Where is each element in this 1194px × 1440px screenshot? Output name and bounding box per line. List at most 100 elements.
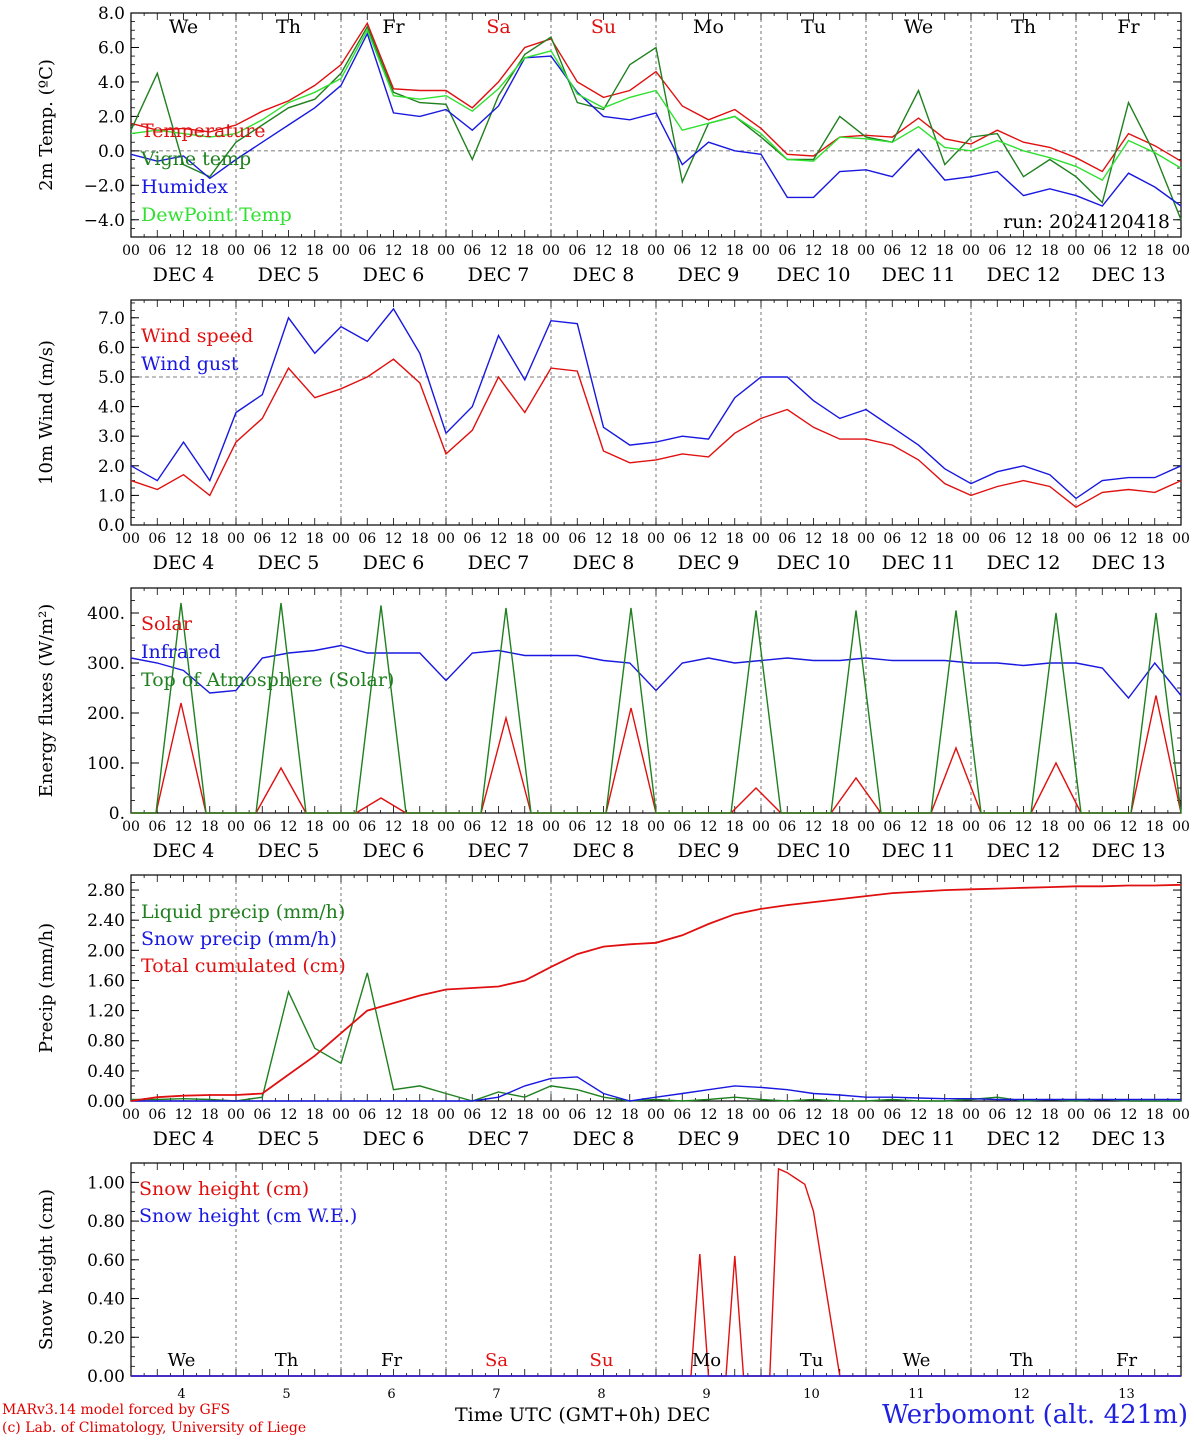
weekday-label: Th	[1010, 1350, 1034, 1371]
date-label: DEC 12	[987, 552, 1061, 574]
date-label: DEC 4	[153, 1128, 215, 1150]
y-tick-label: 2.0	[98, 107, 125, 127]
weekday-label: We	[903, 1350, 931, 1371]
hour-label: 18	[201, 819, 219, 835]
hour-label: 00	[227, 1107, 245, 1123]
hour-label: 18	[1146, 531, 1164, 547]
hour-label: 00	[857, 243, 875, 259]
hour-label: 18	[516, 531, 534, 547]
hour-label: 12	[280, 531, 298, 547]
day-number-label: 5	[282, 1387, 290, 1402]
hour-label: 00	[332, 819, 350, 835]
series-line	[131, 972, 1181, 1102]
hour-label: 00	[857, 1107, 875, 1123]
hour-label: 12	[1120, 531, 1138, 547]
hour-label: 00	[857, 531, 875, 547]
hour-label: 12	[700, 243, 718, 259]
panel-frame	[130, 299, 1182, 526]
hour-label: 12	[910, 531, 928, 547]
date-label: DEC 4	[153, 552, 215, 574]
date-label: DEC 4	[153, 840, 215, 862]
hour-label: 12	[910, 819, 928, 835]
date-label: DEC 6	[363, 1128, 425, 1150]
hour-label: 06	[358, 243, 376, 259]
y-tick-label: 4.0	[98, 73, 125, 93]
y-tick-label: 2.80	[87, 881, 125, 901]
y-axis-label: 10m Wind (m/s)	[36, 340, 57, 485]
hour-label: 06	[463, 531, 481, 547]
hour-label: 18	[411, 819, 429, 835]
hour-label: 06	[778, 819, 796, 835]
legend-entry: Temperature	[141, 120, 265, 142]
hour-label: 18	[411, 1107, 429, 1123]
hour-label: 06	[253, 819, 271, 835]
hour-label: 00	[962, 1107, 980, 1123]
date-label: DEC 6	[363, 840, 425, 862]
legend-entry: Snow height (cm W.E.)	[139, 1205, 357, 1227]
hour-label: 06	[148, 531, 166, 547]
weekday-label: Fr	[1117, 16, 1140, 38]
hour-label: 00	[542, 819, 560, 835]
legend-entry: Vigne temp	[140, 148, 251, 170]
date-label: DEC 9	[678, 264, 740, 286]
series-line	[130, 31, 1182, 207]
y-tick-label: 400.	[87, 604, 125, 624]
hour-label: 06	[358, 531, 376, 547]
hour-label: 06	[883, 819, 901, 835]
hour-label: 18	[201, 243, 219, 259]
hour-label: 06	[358, 1107, 376, 1123]
hour-label: 12	[490, 1107, 508, 1123]
day-number-label: 7	[492, 1387, 500, 1402]
hour-label: 06	[1093, 531, 1111, 547]
hour-label: 00	[1172, 243, 1190, 259]
hour-label: 00	[1067, 819, 1085, 835]
weekday-label: We	[169, 16, 198, 38]
y-axis-label: Energy fluxes (W/m²)	[36, 604, 57, 798]
hour-label: 12	[385, 819, 403, 835]
hour-label: 00	[227, 531, 245, 547]
hour-label: 12	[805, 819, 823, 835]
date-label: DEC 6	[363, 264, 425, 286]
legend-entry: Liquid precip (mm/h)	[141, 901, 345, 923]
y-tick-label: 0.40	[87, 1290, 125, 1310]
hour-label: 00	[227, 819, 245, 835]
hour-label: 06	[988, 1107, 1006, 1123]
weekday-label: Fr	[381, 1350, 402, 1371]
y-tick-label: 0.20	[87, 1328, 125, 1348]
hour-label: 00	[437, 243, 455, 259]
hour-label: 06	[778, 1107, 796, 1123]
hour-label: 18	[1041, 819, 1059, 835]
hour-label: 18	[831, 531, 849, 547]
date-label: DEC 8	[573, 264, 635, 286]
series-line	[131, 695, 1182, 814]
date-label: DEC 11	[882, 552, 956, 574]
hour-label: 00	[122, 1107, 140, 1123]
weekday-label: We	[904, 16, 933, 38]
weekday-label: Th	[275, 1350, 299, 1371]
hour-label: 00	[752, 819, 770, 835]
hour-label: 06	[148, 243, 166, 259]
date-label: DEC 9	[678, 552, 740, 574]
hour-label: 18	[306, 243, 324, 259]
y-tick-label: 5.0	[98, 368, 125, 388]
date-label: DEC 7	[468, 552, 530, 574]
date-label: DEC 4	[153, 264, 215, 286]
hour-label: 12	[175, 1107, 193, 1123]
hour-label: 06	[358, 819, 376, 835]
hour-label: 18	[1041, 243, 1059, 259]
date-label: DEC 13	[1092, 1128, 1166, 1150]
y-tick-label: 2.00	[87, 941, 125, 961]
series-line	[131, 602, 1182, 814]
y-tick-label: 1.60	[87, 971, 125, 991]
hour-label: 12	[805, 531, 823, 547]
date-label: DEC 13	[1092, 840, 1166, 862]
y-axis-label: 2m Temp. (ºC)	[36, 59, 57, 191]
legend-entry: Solar	[141, 613, 193, 635]
hour-label: 00	[437, 819, 455, 835]
hour-label: 12	[175, 819, 193, 835]
hour-label: 06	[463, 1107, 481, 1123]
run-label: run: 2024120418	[1003, 211, 1170, 233]
hour-label: 00	[752, 1107, 770, 1123]
legend-entry: Infrared	[141, 641, 221, 663]
date-label: DEC 11	[882, 840, 956, 862]
